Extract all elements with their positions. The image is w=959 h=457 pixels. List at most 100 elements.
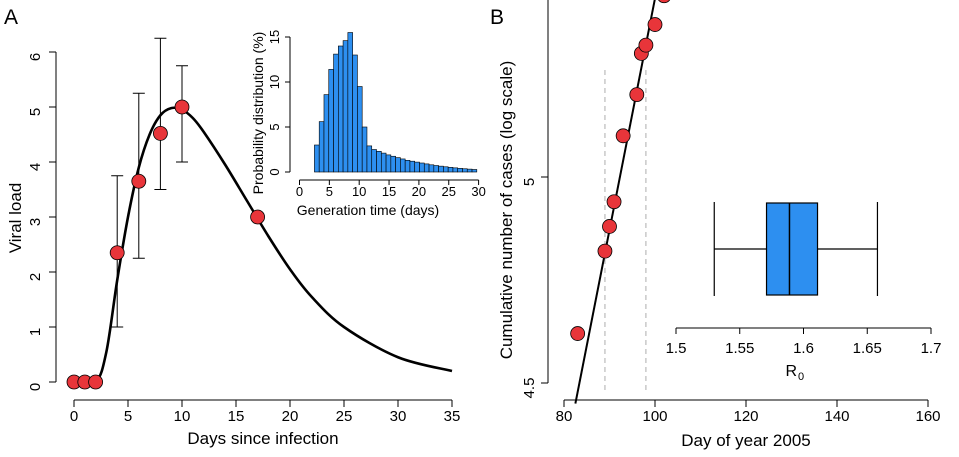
histogram-bar [409, 160, 416, 173]
inset-x-tick-label: 25 [442, 184, 456, 199]
histogram-bar [466, 168, 473, 173]
x-tick-label: 10 [174, 408, 191, 425]
histogram-bar [328, 69, 334, 173]
x-tick-label: 80 [556, 408, 573, 425]
histogram-bar [347, 32, 353, 173]
fit-line [574, 0, 656, 404]
x-axis-title: Day of year 2005 [681, 431, 810, 450]
data-point [174, 99, 190, 115]
x-tick-label: 25 [336, 408, 353, 425]
inset-x-tick-label: 30 [471, 184, 485, 199]
x-tick-label: 0 [70, 408, 78, 425]
y-tick-label: 2 [27, 273, 44, 281]
box-iqr [765, 202, 819, 296]
x-tick-label: 5 [124, 408, 132, 425]
inset-x-tick-label: 0 [296, 184, 303, 199]
inset-x-tick-label: 1.5 [666, 340, 687, 357]
histogram-bar [457, 168, 463, 173]
panel-label-a: A [4, 6, 18, 29]
histogram-bar [395, 157, 401, 173]
x-tick-label: 140 [824, 408, 849, 425]
histogram-bar [471, 169, 478, 173]
histogram-bar [438, 165, 444, 173]
y-tick-label: 6 [27, 53, 44, 61]
data-point [88, 374, 103, 390]
inset-y-tick-label: 5 [267, 123, 282, 130]
histogram-bar [314, 144, 320, 173]
histogram-bar [443, 166, 449, 173]
histogram-bar [338, 45, 344, 173]
data-point [570, 326, 586, 341]
x-tick-label: 30 [390, 408, 407, 425]
data-point [602, 219, 617, 234]
data-point [597, 243, 613, 259]
histogram-bar [404, 160, 411, 173]
inset-x-axis-title-subscript: 0 [798, 371, 804, 383]
histogram-bar [323, 94, 330, 173]
x-tick-label: 20 [282, 408, 299, 425]
histogram-bar [352, 54, 358, 173]
histogram-bar [423, 163, 430, 173]
y-axis-title: Cumulative number of cases (log scale) [497, 61, 516, 360]
histogram-bar [357, 86, 363, 173]
histogram-bar [462, 168, 468, 173]
y-tick-label: 4 [27, 163, 44, 171]
histogram-bar [333, 53, 339, 173]
y-tick-label: 5 [27, 108, 44, 116]
x-tick-label: 15 [228, 408, 245, 425]
data-point [615, 128, 631, 144]
y-tick-label: 5 [521, 178, 538, 186]
histogram-bar [414, 161, 420, 173]
data-point [250, 209, 266, 225]
inset-x-axis-title: Generation time (days) [297, 202, 439, 218]
inset-x-tick-label: 15 [382, 184, 396, 199]
histogram-bar [452, 167, 459, 173]
histogram-bar [428, 164, 435, 173]
data-point [638, 37, 654, 53]
inset-y-tick-label: 0 [267, 168, 282, 175]
inset-x-axis-title: R [785, 363, 797, 380]
y-tick-label: 4.5 [521, 378, 538, 399]
panel-b-inset-boxplot: 1.5 1.55 1.6 1.65 1.7 R 0 [666, 202, 941, 383]
data-point [629, 87, 645, 102]
inset-y-tick-label: 10 [267, 75, 282, 89]
histogram-bar [361, 126, 368, 173]
inset-x-tick-label: 5 [326, 184, 333, 199]
histogram-bar [318, 121, 325, 173]
inset-y-tick-label: 15 [267, 30, 282, 44]
x-tick-label: 100 [642, 408, 667, 425]
data-point [606, 194, 622, 210]
panel-label-b: B [490, 6, 504, 29]
histogram-bar [376, 151, 382, 173]
data-point [152, 125, 168, 141]
x-axis-title: Days since infection [187, 429, 338, 448]
histogram-bar [433, 165, 439, 173]
histogram-bar [400, 158, 406, 173]
histogram-bar [380, 152, 387, 173]
x-tick-label: 35 [444, 408, 461, 425]
histogram-bar [419, 162, 425, 173]
y-axis-title: Viral load [6, 183, 25, 254]
x-tick-label: 160 [915, 408, 940, 425]
inset-x-tick-label: 1.55 [725, 340, 754, 357]
panel-a-chart: 0 5 10 15 20 25 30 35 0 1 2 3 4 5 6 Days since infectio… [6, 37, 461, 448]
inset-y-axis-title: Probability distribution (%) [250, 32, 266, 195]
data-point [658, 0, 671, 4]
inset-x-tick-label: 20 [412, 184, 426, 199]
data-point [131, 173, 147, 189]
histogram-bar [342, 40, 349, 173]
data-point [109, 245, 125, 261]
inset-x-tick-label: 10 [352, 184, 366, 199]
histogram-bar [385, 154, 392, 173]
y-tick-label: 3 [27, 218, 44, 226]
histogram-bar [371, 149, 377, 173]
histogram-bar [366, 145, 373, 173]
y-tick-label: 0 [27, 383, 44, 391]
inset-x-tick-label: 1.65 [853, 340, 882, 357]
x-tick-label: 120 [733, 408, 758, 425]
y-tick-label: 1 [27, 328, 44, 336]
inset-x-tick-label: 1.6 [793, 340, 814, 357]
panel-a-inset-histogram: 0 5 10 15 20 25 30 0 5 10 15 Generation time (days)… [250, 30, 486, 218]
